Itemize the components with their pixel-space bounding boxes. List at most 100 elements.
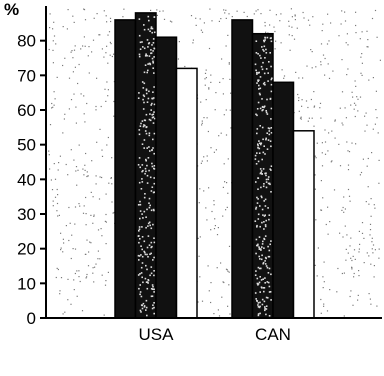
background-speckle [361,222,364,224]
bar-speckle [143,47,146,50]
bar-speckle [254,154,257,157]
bar-speckle [150,109,152,111]
background-speckle [206,219,208,221]
background-speckle [341,272,343,275]
background-speckle [343,196,345,198]
background-speckle [53,91,55,93]
background-speckle [358,230,360,232]
bar-usa-1 [114,19,137,319]
background-speckle [105,15,107,17]
background-speckle [80,93,82,95]
bar-speckle [255,238,258,241]
bar-speckle [259,301,261,304]
background-speckle [208,88,210,90]
background-speckle [374,249,376,251]
bar-speckle [256,226,258,228]
background-speckle [214,218,216,220]
bar-speckle [270,40,273,43]
background-speckle [323,303,325,305]
bar-speckle [139,291,142,293]
bar-speckle [150,272,153,275]
bar-speckle [152,285,154,288]
background-speckle [353,249,356,251]
background-speckle [111,201,113,203]
background-speckle [177,58,179,60]
bar-speckle [263,237,265,240]
background-speckle [70,149,72,151]
background-speckle [322,276,324,278]
background-speckle [374,9,377,12]
bar-speckle [139,273,141,275]
background-speckle [213,204,215,206]
background-speckle [222,215,224,217]
background-speckle [366,165,368,167]
bar-speckle [270,83,273,86]
background-speckle [75,122,77,124]
bar-speckle [148,169,150,172]
bar-speckle [151,295,154,297]
background-speckle [104,284,107,286]
background-speckle [291,16,293,18]
background-speckle [227,305,229,307]
bar-speckle [149,150,151,152]
background-speckle [359,38,361,40]
background-speckle [375,109,377,111]
x-labels-group: USA CAN [139,325,291,344]
background-speckle [327,233,329,235]
bar-speckle [258,147,261,150]
background-speckle [376,305,378,307]
background-speckle [123,8,125,10]
background-speckle [169,20,172,22]
background-speckle [355,143,357,145]
bar-speckle [264,198,267,201]
bar-speckle [153,237,155,239]
background-speckle [90,242,92,244]
background-speckle [85,152,87,155]
bar-speckle [257,144,259,147]
bar-speckle [269,52,271,54]
bar-speckle [153,86,155,88]
background-speckle [210,81,212,83]
bar-speckle [260,195,263,198]
background-speckle [350,290,352,292]
background-speckle [87,55,89,57]
background-speckle [216,267,218,269]
bar-speckle [140,272,143,274]
background-speckle [220,18,222,20]
bar-speckle [140,295,143,298]
background-speckle [201,124,203,126]
bar-speckle [255,208,257,210]
background-speckle [359,96,362,98]
background-speckle [74,223,76,225]
background-speckle [53,163,55,165]
bar-speckle [138,133,141,136]
background-speckle [226,182,228,184]
bar-speckle [143,139,146,141]
bar-speckle [148,221,151,224]
background-speckle [73,49,76,51]
bar-speckle [141,164,144,166]
bar-speckle [153,165,156,167]
background-speckle [228,63,230,65]
background-speckle [320,64,322,66]
background-speckle [355,11,357,13]
background-speckle [67,9,69,11]
background-speckle [208,290,210,292]
bar-speckle [145,53,147,55]
background-speckle [192,39,194,41]
bar-speckle [140,188,143,190]
bar-speckle [260,186,262,189]
background-speckle [346,33,348,35]
background-speckle [163,18,166,20]
background-speckle [60,277,63,279]
background-speckle [229,109,231,111]
bar-speckle [254,292,257,294]
background-speckle [313,91,315,93]
bar-speckle [147,222,150,225]
background-speckle [355,85,357,87]
background-speckle [257,9,259,11]
background-speckle [62,26,64,28]
background-speckle [84,19,87,21]
background-speckle [329,289,331,291]
background-speckle [311,67,313,69]
